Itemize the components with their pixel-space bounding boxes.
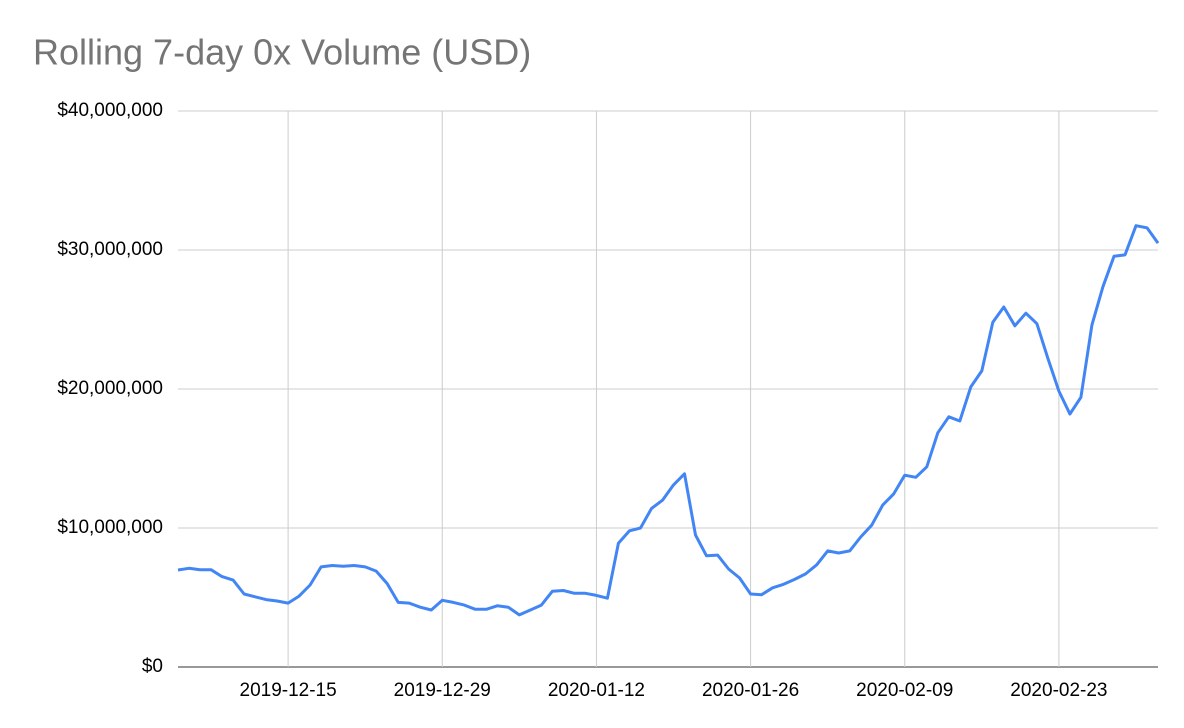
x-tick-label: 2020-01-26 xyxy=(702,680,799,701)
x-tick-label: 2020-01-12 xyxy=(548,680,645,701)
x-tick-label: 2020-02-09 xyxy=(856,680,953,701)
y-tick-label: $40,000,000 xyxy=(57,100,163,121)
chart-title: Rolling 7-day 0x Volume (USD) xyxy=(33,32,531,73)
y-tick-label: $20,000,000 xyxy=(57,378,163,399)
y-tick-label: $10,000,000 xyxy=(57,517,163,538)
x-tick-label: 2019-12-15 xyxy=(240,680,337,701)
x-tick-label: 2019-12-29 xyxy=(394,680,491,701)
y-tick-label: $30,000,000 xyxy=(57,239,163,260)
data-line xyxy=(177,224,1160,617)
y-tick-label: $0 xyxy=(142,656,163,677)
x-tick-label: 2020-02-23 xyxy=(1010,680,1107,701)
